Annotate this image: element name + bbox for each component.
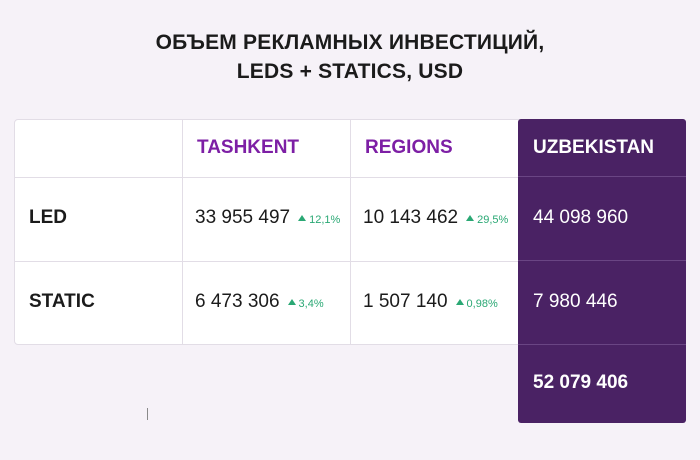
row-divider	[15, 261, 685, 262]
header-tashkent: TASHKENT	[197, 137, 300, 158]
chart-title-line-2: LEDS + STATICS, USD	[236, 60, 464, 83]
uzbekistan-row-divider	[518, 176, 686, 177]
stray-mark	[147, 408, 148, 420]
cell-led-regions: 10 143 462 29,5%	[363, 207, 508, 229]
uzbekistan-row-divider	[518, 344, 686, 345]
change-percent: 0,98%	[466, 298, 498, 310]
value: 10 143 462	[363, 207, 459, 228]
value: 6 473 306	[195, 291, 280, 312]
up-triangle-icon	[455, 299, 464, 305]
cell-static-tashkent: 6 473 306 3,4%	[195, 291, 324, 313]
cell-led-uzbekistan: 44 098 960	[533, 207, 629, 228]
value: 33 955 497	[195, 207, 291, 228]
up-triangle-icon	[287, 299, 296, 305]
chart-title-line-1: ОБЪЕМ РЕКЛАМНЫХ ИНВЕСТИЦИЙ,	[155, 31, 545, 54]
cell-static-uzbekistan: 7 980 446	[533, 291, 618, 312]
header-uzbekistan: UZBEKISTAN	[533, 137, 655, 158]
change-percent: 12,1%	[309, 214, 341, 226]
cell-static-regions: 1 507 140 0,98%	[363, 291, 498, 313]
row-label-led: LED	[29, 207, 67, 228]
change-percent: 3,4%	[298, 298, 324, 310]
row-label-static: STATIC	[29, 291, 95, 312]
change-percent: 29,5%	[477, 214, 509, 226]
row-divider	[15, 177, 685, 178]
uzbekistan-row-divider	[518, 260, 686, 261]
value: 1 507 140	[363, 291, 448, 312]
uzbekistan-column	[518, 119, 686, 423]
header-regions: REGIONS	[365, 137, 453, 158]
total-value: 52 079 406	[533, 372, 629, 393]
cell-led-tashkent: 33 955 497 12,1%	[195, 207, 340, 229]
column-divider	[182, 120, 183, 344]
up-triangle-icon	[466, 215, 475, 221]
chart-title: ОБЪЕМ РЕКЛАМНЫХ ИНВЕСТИЦИЙ, LEDS + STATI…	[0, 28, 700, 86]
column-divider	[350, 120, 351, 344]
up-triangle-icon	[298, 215, 307, 221]
